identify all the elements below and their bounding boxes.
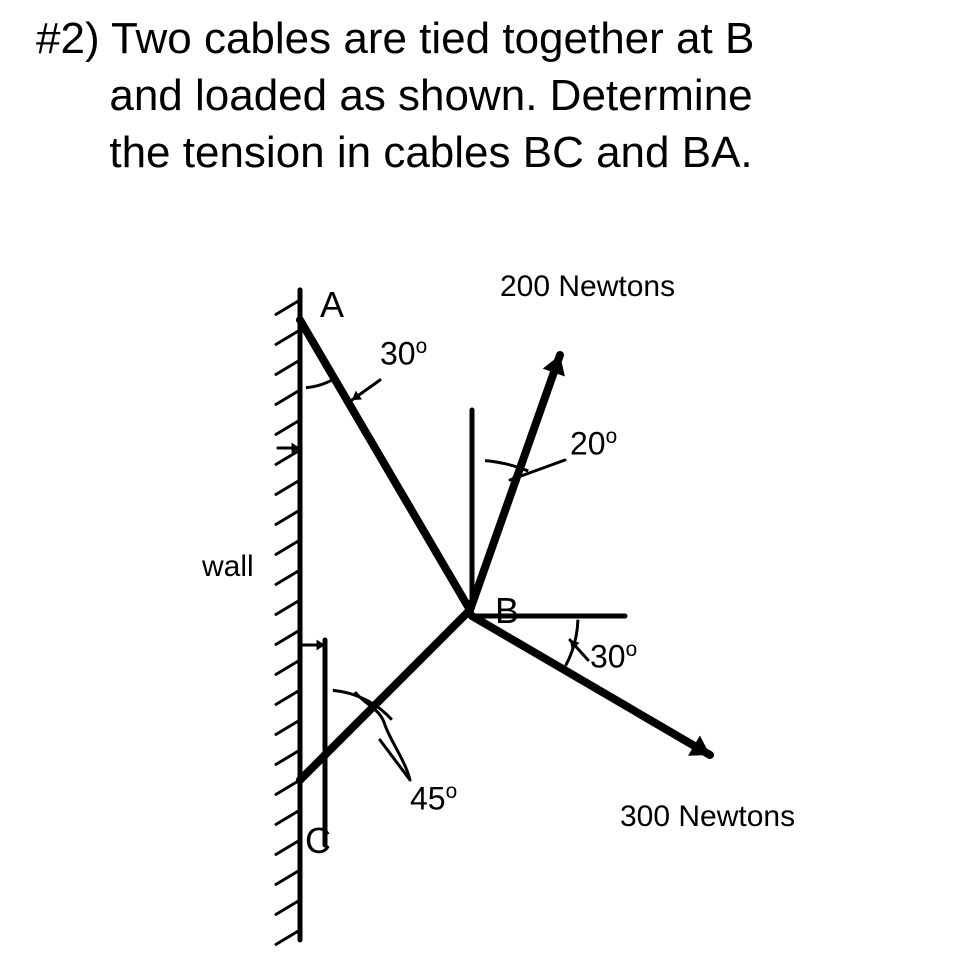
problem-statement: #2) Two cables are tied together at B an… — [36, 10, 940, 182]
problem-line3: the tension in cables BC and BA. — [109, 128, 752, 177]
point-c-label: C — [305, 820, 331, 862]
angle-45-label: 45o — [410, 780, 457, 818]
page: #2) Two cables are tied together at B an… — [0, 0, 980, 978]
force-200-label: 200 Newtons — [500, 270, 675, 304]
angle-30-b-label: 30o — [590, 638, 637, 676]
angle-20-label: 20o — [570, 425, 617, 463]
point-a-label: A — [320, 284, 344, 326]
force-diagram: wall A B C 200 Newtons 300 Newtons 30o 2… — [150, 260, 910, 960]
problem-line1: Two cables are tied together at B — [111, 14, 754, 63]
problem-number: #2) — [36, 14, 100, 63]
problem-line2: and loaded as shown. Determine — [109, 71, 752, 120]
wall-label: wall — [202, 550, 254, 584]
angle-30-a-label: 30o — [380, 335, 427, 373]
point-b-label: B — [495, 590, 519, 632]
diagram-svg — [150, 260, 910, 960]
force-300-label: 300 Newtons — [620, 800, 795, 834]
